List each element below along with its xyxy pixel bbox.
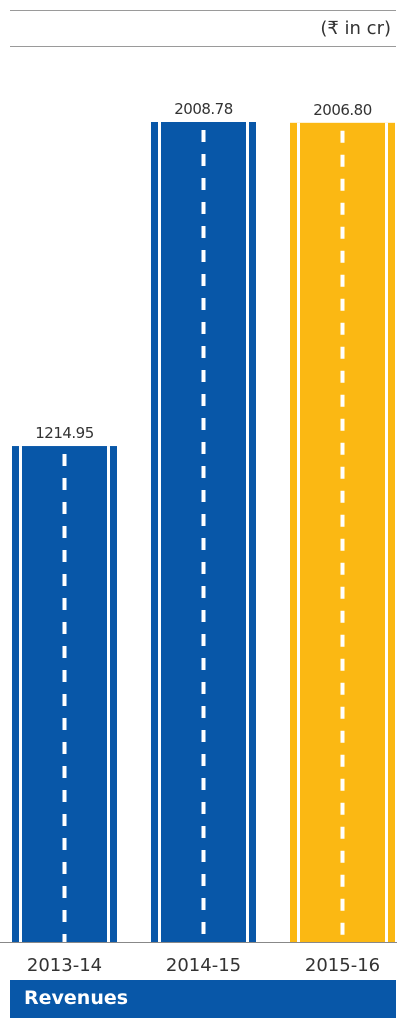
bar-stripe-right [385,122,388,943]
bar-stripe-left [158,122,161,942]
x-tick-label: 2015-16 [305,955,380,976]
data-label: 2008.78 [174,100,233,118]
x-tick-label: 2014-15 [166,955,241,976]
bar-stripe-right [246,122,249,942]
bar-stripe-right [107,446,110,942]
revenue-bar-chart: 1214.95 2013-14 2008.78 2014-15 2006.80 2015-… [0,100,397,976]
data-label: 2006.80 [313,101,372,119]
bar-2014-15 [151,122,256,942]
x-tick-label: 2013-14 [27,955,102,976]
bar-stripe-left [19,446,22,942]
top-rule [10,10,396,11]
unit-rule [10,46,396,47]
footer-banner: Revenues [10,980,396,1018]
bar-stripe-left [297,122,300,943]
chart-title: Revenues [24,987,129,1009]
data-label: 1214.95 [35,424,94,442]
unit-label: (₹ in cr) [320,18,391,39]
bar-2015-16 [290,122,395,943]
